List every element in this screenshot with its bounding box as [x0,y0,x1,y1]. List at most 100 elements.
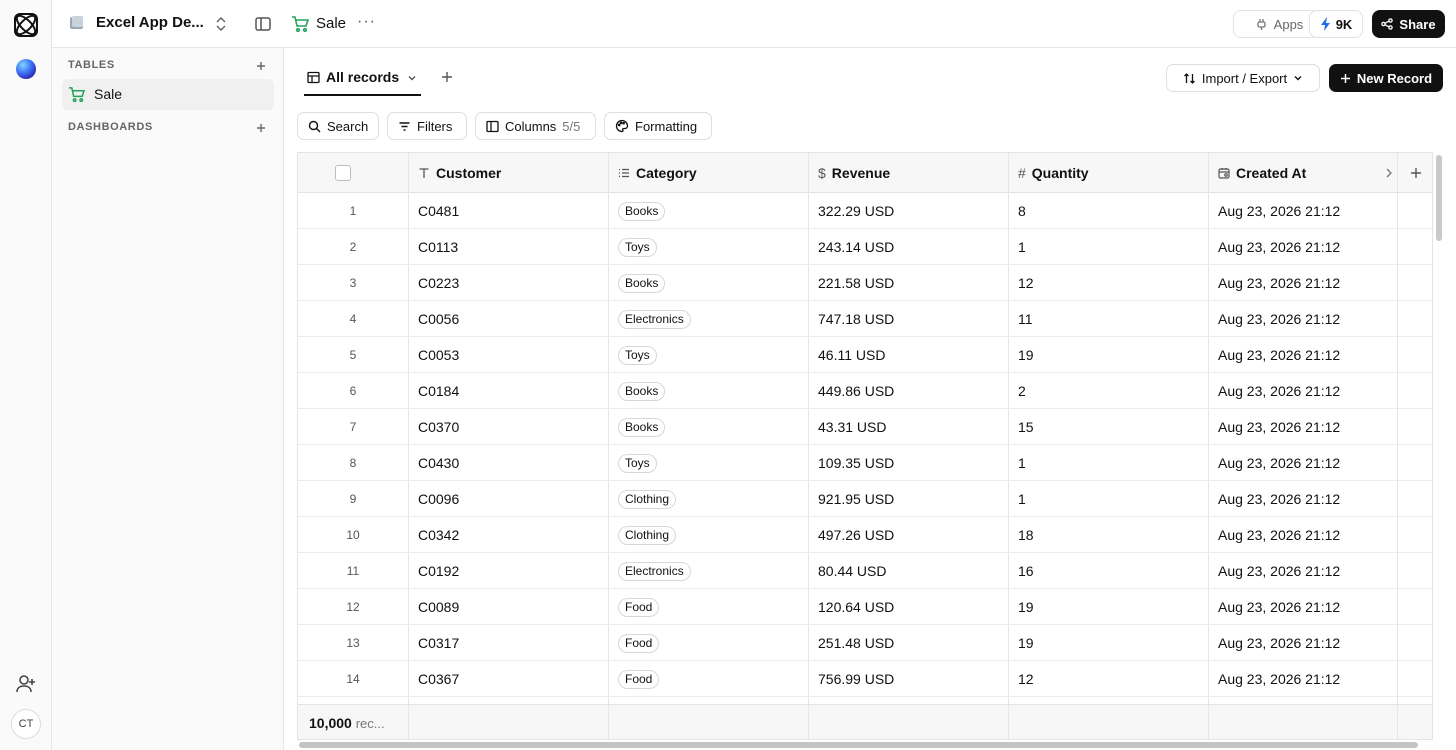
table-row[interactable]: 10 C0342 Clothing 497.26 USD 18 Aug 23, 2026 … [298,517,1432,553]
workspace-orb-icon[interactable] [16,59,36,79]
cell-customer[interactable]: C0370 [418,419,460,435]
horizontal-scrollbar[interactable] [299,742,1418,748]
chevron-down-icon[interactable] [407,73,417,83]
cell-created-at[interactable]: Aug 23, 2026 21:12 [1218,311,1341,327]
cell-customer[interactable]: C0056 [418,311,460,327]
vertical-scrollbar[interactable] [1436,155,1442,241]
cell-revenue[interactable]: 756.99 USD [818,671,895,687]
cell-created-at[interactable]: Aug 23, 2026 21:12 [1218,671,1341,687]
column-header-quantity[interactable]: # Quantity [1009,153,1209,193]
cell-category[interactable]: Electronics [609,553,808,589]
cell-created-at[interactable]: Aug 23, 2026 21:12 [1218,203,1341,219]
cell-revenue[interactable]: 449.86 USD [818,383,895,399]
table-row[interactable]: 1 C0481 Books 322.29 USD 8 Aug 23, 2026 21:12 [298,193,1432,229]
cell-created-at[interactable]: Aug 23, 2026 21:12 [1218,239,1341,255]
table-row[interactable]: 14 C0367 Food 756.99 USD 12 Aug 23, 2026 21:1… [298,661,1432,697]
column-header-revenue[interactable]: $ Revenue [809,153,1009,193]
cell-customer[interactable]: C0481 [418,203,460,219]
cell-category[interactable]: Food [609,661,808,697]
cell-quantity[interactable]: 8 [1018,203,1026,219]
cell-category[interactable]: Toys [609,445,808,481]
chevron-right-icon[interactable] [1385,168,1393,178]
add-column-button[interactable] [1398,153,1432,193]
select-all-checkbox[interactable] [335,165,351,181]
cell-quantity[interactable]: 1 [1018,491,1026,507]
cell-revenue[interactable]: 921.95 USD [818,491,895,507]
cell-category[interactable]: Books [609,193,808,229]
cell-category[interactable]: Books [609,373,808,409]
cell-category[interactable]: Toys [609,337,808,373]
cell-quantity[interactable]: 19 [1018,347,1034,363]
cell-category[interactable]: Toys [609,229,808,265]
cell-revenue[interactable]: 43.31 USD [818,419,887,435]
column-header-created-at[interactable]: Created At [1209,153,1397,193]
table-row[interactable]: 2 C0113 Toys 243.14 USD 1 Aug 23, 2026 21:12 [298,229,1432,265]
cell-quantity[interactable]: 1 [1018,455,1026,471]
cell-revenue[interactable]: 221.58 USD [818,275,895,291]
cell-customer[interactable]: C0053 [418,347,460,363]
cell-revenue[interactable]: 747.18 USD [818,311,895,327]
add-dashboard-icon[interactable] [254,121,268,135]
cell-category[interactable]: Electronics [609,301,808,337]
cell-quantity[interactable]: 1 [1018,239,1026,255]
sidebar-toggle-icon[interactable] [254,15,272,33]
table-row[interactable]: 11 C0192 Electronics 80.44 USD 16 Aug 23, 202… [298,553,1432,589]
cell-customer[interactable]: C0223 [418,275,460,291]
table-row[interactable]: 12 C0089 Food 120.64 USD 19 Aug 23, 2026 21:1… [298,589,1432,625]
cell-customer[interactable]: C0184 [418,383,460,399]
cell-customer[interactable]: C0317 [418,635,460,651]
cell-quantity[interactable]: 12 [1018,275,1034,291]
cell-customer[interactable]: C0342 [418,527,460,543]
search-button[interactable]: Search [297,112,379,140]
tab-all-records[interactable]: All records [304,62,421,96]
base-switch-icon[interactable] [214,15,228,33]
column-header-customer[interactable]: Customer [409,153,609,193]
cell-revenue[interactable]: 322.29 USD [818,203,895,219]
table-row[interactable]: 9 C0096 Clothing 921.95 USD 1 Aug 23, 2026 21… [298,481,1432,517]
cell-quantity[interactable]: 19 [1018,599,1034,615]
cell-created-at[interactable]: Aug 23, 2026 21:12 [1218,455,1341,471]
cell-revenue[interactable]: 243.14 USD [818,239,895,255]
cell-quantity[interactable]: 12 [1018,671,1034,687]
cell-created-at[interactable]: Aug 23, 2026 21:12 [1218,383,1341,399]
more-options-icon[interactable]: ··· [357,13,376,30]
cell-category[interactable]: Books [609,409,808,445]
cell-created-at[interactable]: Aug 23, 2026 21:12 [1218,563,1341,579]
add-view-icon[interactable] [440,70,454,84]
cell-revenue[interactable]: 109.35 USD [818,455,895,471]
cell-created-at[interactable]: Aug 23, 2026 21:12 [1218,527,1341,543]
add-table-icon[interactable] [254,59,268,73]
cell-quantity[interactable]: 15 [1018,419,1034,435]
cell-category[interactable]: Clothing [609,517,808,553]
table-row[interactable]: 8 C0430 Toys 109.35 USD 1 Aug 23, 2026 21:12 [298,445,1432,481]
table-row[interactable]: 13 C0317 Food 251.48 USD 19 Aug 23, 2026 21:1… [298,625,1432,661]
credits-button[interactable]: 9K [1309,10,1363,38]
cell-category[interactable]: Food [609,625,808,661]
cell-created-at[interactable]: Aug 23, 2026 21:12 [1218,347,1341,363]
cell-customer[interactable]: C0367 [418,671,460,687]
cell-category[interactable]: Food [609,589,808,625]
cell-revenue[interactable]: 80.44 USD [818,563,887,579]
cell-quantity[interactable]: 18 [1018,527,1034,543]
cell-revenue[interactable]: 251.48 USD [818,635,895,651]
columns-button[interactable]: Columns 5/5 [475,112,596,140]
cell-customer[interactable]: C0192 [418,563,460,579]
cell-category[interactable]: Clothing [609,481,808,517]
table-row[interactable]: 4 C0056 Electronics 747.18 USD 11 Aug 23, 202… [298,301,1432,337]
base-name[interactable]: Excel App De... [96,14,204,31]
cell-revenue[interactable]: 120.64 USD [818,599,895,615]
cell-quantity[interactable]: 16 [1018,563,1034,579]
user-avatar[interactable]: CT [11,709,41,739]
cell-customer[interactable]: C0096 [418,491,460,507]
filters-button[interactable]: Filters [387,112,467,140]
cell-customer[interactable]: C0430 [418,455,460,471]
cell-created-at[interactable]: Aug 23, 2026 21:12 [1218,491,1341,507]
table-row[interactable]: 7 C0370 Books 43.31 USD 15 Aug 23, 2026 21:12 [298,409,1432,445]
cell-category[interactable]: Books [609,265,808,301]
cell-created-at[interactable]: Aug 23, 2026 21:12 [1218,635,1341,651]
table-row[interactable]: 6 C0184 Books 449.86 USD 2 Aug 23, 2026 21:12 [298,373,1432,409]
cell-quantity[interactable]: 2 [1018,383,1026,399]
cell-revenue[interactable]: 497.26 USD [818,527,895,543]
table-row[interactable]: 5 C0053 Toys 46.11 USD 19 Aug 23, 2026 21:12 [298,337,1432,373]
cell-created-at[interactable]: Aug 23, 2026 21:12 [1218,599,1341,615]
